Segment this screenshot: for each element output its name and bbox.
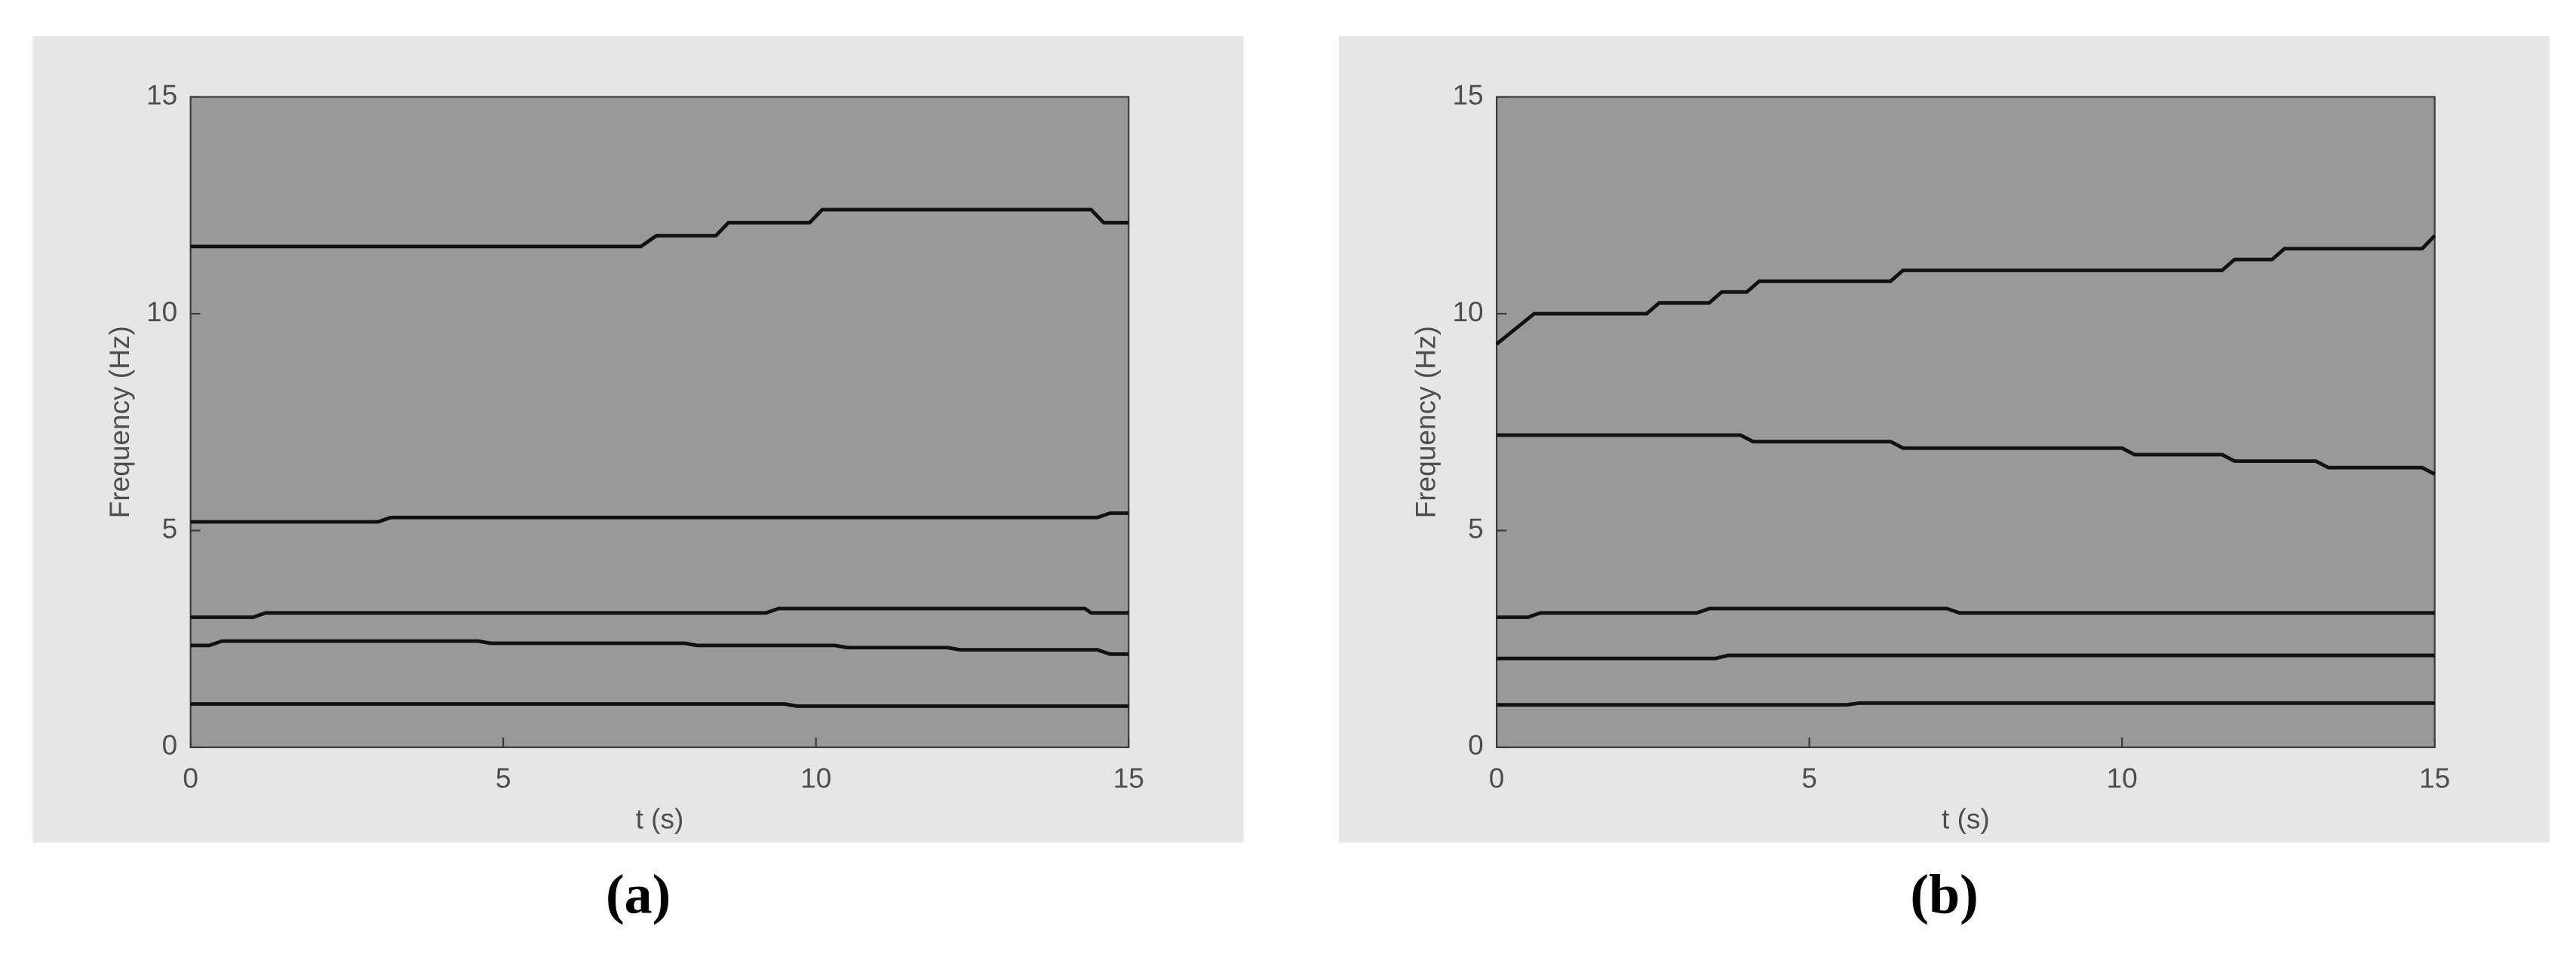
y-tick-label: 15 (146, 78, 177, 110)
y-tick-label: 0 (1468, 729, 1484, 761)
y-tick-label: 10 (146, 296, 177, 327)
x-tick-label: 5 (496, 762, 511, 793)
plot-area (189, 96, 1130, 749)
y-axis-label: Frequency (Hz) (1409, 326, 1441, 518)
x-tick-label: 15 (2419, 762, 2450, 793)
series-line (190, 702, 1129, 708)
y-tick-label: 0 (162, 729, 178, 761)
x-axis-label: t (s) (636, 803, 684, 835)
series-line (190, 207, 1129, 249)
x-tick-label: 15 (1113, 762, 1144, 793)
y-tick-label: 15 (1452, 78, 1483, 110)
series-line (1497, 433, 2436, 476)
x-tick-label: 5 (1801, 762, 1817, 793)
y-tick-label: 5 (162, 512, 178, 544)
y-axis-label: Frequency (Hz) (103, 326, 135, 518)
caption: (b) (1910, 863, 1978, 925)
x-tick-label: 10 (800, 762, 831, 793)
y-tick-label: 5 (1468, 512, 1484, 544)
x-axis-label: t (s) (1942, 803, 1990, 835)
x-tick-label: 0 (183, 762, 198, 793)
series-line (190, 639, 1129, 656)
series-line (1495, 234, 2436, 346)
plot-area (1496, 96, 2436, 749)
x-tick-label: 0 (1489, 762, 1505, 793)
y-tick-label: 10 (1452, 296, 1483, 327)
series-line (190, 511, 1129, 524)
caption: (a) (606, 863, 671, 925)
series-line (190, 606, 1129, 619)
series-line (1497, 653, 2435, 661)
series-line (1497, 701, 2435, 707)
x-tick-label: 10 (2107, 762, 2138, 793)
series-line (1497, 606, 2435, 619)
